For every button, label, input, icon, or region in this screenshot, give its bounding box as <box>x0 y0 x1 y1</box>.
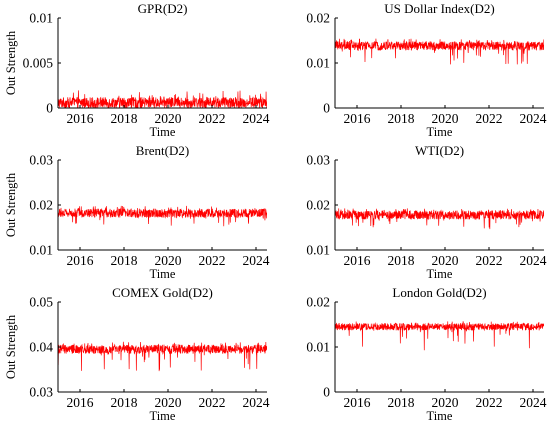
x-tick-label: 2024 <box>520 253 547 268</box>
x-tick-label: 2020 <box>432 253 459 268</box>
x-tick-label: 2024 <box>243 111 270 126</box>
y-tick-label: 0 <box>46 101 53 116</box>
x-tick-label: 2024 <box>520 111 547 126</box>
y-tick-label: 0.01 <box>29 11 53 26</box>
chart-title: Brent(D2) <box>136 143 189 158</box>
x-axis-label: Time <box>150 125 176 139</box>
x-tick-label: 2016 <box>344 395 371 410</box>
y-axis-label: Out Strength <box>4 30 18 95</box>
x-tick-label: 2020 <box>155 253 182 268</box>
x-tick-label: 2016 <box>67 253 94 268</box>
x-axis-label: Time <box>427 125 453 139</box>
series-line <box>335 321 544 351</box>
x-tick-label: 2022 <box>476 395 503 410</box>
x-tick-label: 2020 <box>432 111 459 126</box>
y-tick-label: 0 <box>323 101 330 116</box>
x-tick-label: 2016 <box>344 253 371 268</box>
y-tick-label: 0.01 <box>306 243 330 258</box>
y-axis-label: Out Strength <box>4 314 18 379</box>
x-tick-label: 2016 <box>67 395 94 410</box>
x-axis-label: Time <box>150 409 176 423</box>
x-tick-label: 2016 <box>344 111 371 126</box>
x-tick-label: 2024 <box>243 395 270 410</box>
chart-title: WTI(D2) <box>415 143 464 158</box>
x-tick-label: 2018 <box>111 253 138 268</box>
y-tick-label: 0.02 <box>29 198 53 213</box>
x-tick-label: 2016 <box>67 111 94 126</box>
x-tick-label: 2020 <box>155 395 182 410</box>
chart-title: US Dollar Index(D2) <box>384 1 494 16</box>
x-tick-label: 2020 <box>432 395 459 410</box>
series-line <box>335 208 544 230</box>
x-tick-label: 2024 <box>243 253 270 268</box>
series-line <box>335 38 544 65</box>
y-tick-label: 0.005 <box>23 56 54 71</box>
y-tick-label: 0.03 <box>306 153 330 168</box>
series-line <box>58 90 267 108</box>
x-tick-label: 2018 <box>388 253 415 268</box>
y-tick-label: 0.01 <box>306 56 330 71</box>
x-tick-label: 2022 <box>476 111 503 126</box>
chart-panel: 2016 2018 2020 2022 2024 0 0.005 0.01 GPR(D2) Tim… <box>4 1 270 139</box>
x-tick-label: 2022 <box>199 395 226 410</box>
y-tick-label: 0.02 <box>306 198 330 213</box>
x-axis-label: Time <box>150 267 176 281</box>
chart-title: London Gold(D2) <box>392 285 486 300</box>
y-tick-label: 0.04 <box>29 340 53 355</box>
x-axis-label: Time <box>427 409 453 423</box>
y-tick-label: 0.05 <box>29 295 53 310</box>
x-tick-label: 2022 <box>476 253 503 268</box>
chart-title: GPR(D2) <box>138 1 188 16</box>
x-tick-label: 2020 <box>155 111 182 126</box>
y-tick-label: 0.02 <box>306 11 330 26</box>
chart-panel: 2016 2018 2020 2022 2024 0.01 0.02 0.03 WTI(D2) T… <box>306 143 546 281</box>
series-line <box>58 341 267 372</box>
series-line <box>58 205 267 227</box>
y-tick-label: 0.01 <box>306 340 330 355</box>
x-tick-label: 2022 <box>199 111 226 126</box>
chart-title: COMEX Gold(D2) <box>112 285 213 300</box>
x-tick-label: 2022 <box>199 253 226 268</box>
chart-panel: 2016 2018 2020 2022 2024 0 0.01 0.02 US Dollar I… <box>306 1 546 139</box>
y-tick-label: 0.03 <box>29 385 53 400</box>
x-tick-label: 2018 <box>388 111 415 126</box>
y-tick-label: 0.01 <box>29 243 53 258</box>
y-tick-label: 0.03 <box>29 153 53 168</box>
x-tick-label: 2018 <box>388 395 415 410</box>
chart-panel: 2016 2018 2020 2022 2024 0 0.01 0.02 London Gold… <box>306 285 546 423</box>
x-tick-label: 2018 <box>111 395 138 410</box>
x-axis-label: Time <box>427 267 453 281</box>
x-tick-label: 2018 <box>111 111 138 126</box>
x-tick-label: 2024 <box>520 395 547 410</box>
chart-panel: 2016 2018 2020 2022 2024 0.03 0.04 0.05 COMEX Go… <box>4 285 270 423</box>
y-tick-label: 0.02 <box>306 295 330 310</box>
chart-panel: 2016 2018 2020 2022 2024 0.01 0.02 0.03 Brent(D2… <box>4 143 270 281</box>
y-axis-label: Out Strength <box>4 172 18 237</box>
y-tick-label: 0 <box>323 385 330 400</box>
